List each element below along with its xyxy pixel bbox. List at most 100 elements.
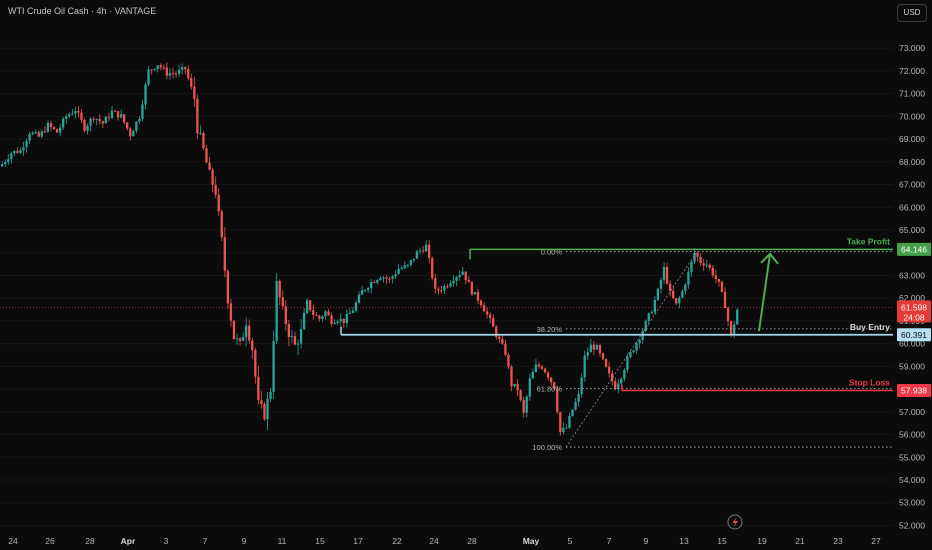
candle-body xyxy=(678,297,681,304)
candle-body xyxy=(65,116,68,119)
candle-body xyxy=(611,373,614,382)
candle-body xyxy=(717,279,721,282)
candle-body xyxy=(400,267,403,269)
projection-arrow-head xyxy=(760,252,779,265)
candle-body xyxy=(214,184,217,195)
candle-body xyxy=(68,114,71,117)
y-tick-label: 60.000 xyxy=(899,339,925,349)
candle-body xyxy=(187,69,190,79)
candle-body xyxy=(132,130,135,137)
candle-body xyxy=(452,280,455,284)
candle-body xyxy=(46,123,50,132)
chart-title: WTI Crude Oil Cash · 4h · VANTAGE xyxy=(8,6,157,16)
candle-body xyxy=(71,113,74,115)
candle-body xyxy=(626,356,629,370)
candle-body xyxy=(482,305,486,312)
candle-body xyxy=(296,343,300,345)
candle-body xyxy=(733,324,736,336)
candle-body xyxy=(199,132,202,134)
candle-body xyxy=(415,251,419,259)
lightning-icon[interactable] xyxy=(727,514,743,530)
candle-body xyxy=(577,394,580,402)
candle-body xyxy=(376,279,379,283)
candle-body xyxy=(589,344,592,353)
candle-body xyxy=(723,291,727,309)
candle-body xyxy=(455,277,458,281)
candle-body xyxy=(711,267,714,276)
candle-body xyxy=(177,69,181,74)
candle-body xyxy=(180,67,184,70)
candle-body xyxy=(699,256,702,264)
candle-body xyxy=(58,127,62,133)
candle-body xyxy=(83,120,86,131)
candle-body xyxy=(662,266,666,280)
candle-body xyxy=(681,290,684,298)
candle-body xyxy=(16,150,19,153)
candle-body xyxy=(190,78,193,87)
candle-body xyxy=(519,390,522,400)
candle-body xyxy=(406,264,409,266)
candle-body xyxy=(373,282,376,284)
candle-body xyxy=(443,286,446,291)
candle-body xyxy=(409,260,412,265)
candle-body xyxy=(248,325,251,341)
candle-body xyxy=(113,110,117,112)
candle-body xyxy=(729,321,733,336)
candle-body xyxy=(479,300,483,306)
y-tick-label: 68.000 xyxy=(899,157,925,167)
candle-body xyxy=(52,127,56,130)
candle-body xyxy=(34,132,37,134)
candle-body xyxy=(370,282,373,289)
x-tick-label: 26 xyxy=(45,536,55,546)
candle-body xyxy=(696,252,699,257)
candle-body xyxy=(604,359,608,367)
candle-body xyxy=(357,294,361,303)
candle-body xyxy=(495,326,498,337)
candle-body xyxy=(397,268,400,274)
candle-body xyxy=(525,396,528,413)
candle-body xyxy=(241,336,245,341)
candle-body xyxy=(254,350,257,377)
candle-body xyxy=(309,300,312,311)
y-tick-label: 59.000 xyxy=(899,361,925,371)
candle-body xyxy=(202,132,205,149)
candle-body xyxy=(223,237,226,271)
candle-body xyxy=(437,288,440,291)
candle-body xyxy=(351,310,355,313)
currency-button[interactable]: USD xyxy=(897,4,927,22)
candle-body xyxy=(598,345,602,354)
y-tick-label: 52.000 xyxy=(899,520,925,530)
candle-body xyxy=(620,378,623,384)
candle-body xyxy=(403,265,406,268)
candle-body xyxy=(348,312,351,314)
x-tick-label: 9 xyxy=(644,536,649,546)
candle-body xyxy=(702,263,705,266)
y-tick-label: 53.000 xyxy=(899,498,925,508)
candle-body xyxy=(211,169,214,185)
y-tick-label: 71.000 xyxy=(899,89,925,99)
candle-body xyxy=(168,73,172,76)
candle-body xyxy=(440,290,443,292)
candle-body xyxy=(382,277,385,279)
y-tick-label: 55.000 xyxy=(899,452,925,462)
x-tick-label: 11 xyxy=(278,536,287,546)
candle-body xyxy=(4,161,7,165)
candle-body xyxy=(327,311,330,316)
candle-body xyxy=(98,119,101,122)
candle-body xyxy=(513,383,516,387)
candle-body xyxy=(86,125,89,131)
candle-body xyxy=(534,364,538,372)
candle-body xyxy=(714,275,717,280)
candle-body xyxy=(504,343,507,355)
candle-body xyxy=(650,312,653,314)
candle-body xyxy=(217,194,220,212)
candle-body xyxy=(302,312,306,330)
candle-body xyxy=(95,119,98,121)
candle-body xyxy=(315,315,318,317)
candle-body xyxy=(522,399,525,413)
candle-body xyxy=(473,291,477,295)
candle-body xyxy=(171,73,175,75)
candle-body xyxy=(687,271,690,285)
candle-body xyxy=(306,300,309,313)
